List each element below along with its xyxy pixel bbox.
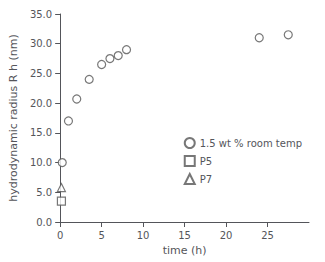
svg-text:hydrodynamic radius R h (nm): hydrodynamic radius R h (nm) [7, 34, 20, 201]
svg-text:15: 15 [178, 230, 191, 241]
svg-text:P5: P5 [200, 156, 212, 167]
svg-text:20: 20 [220, 230, 233, 241]
svg-text:0: 0 [57, 230, 63, 241]
svg-text:35.0: 35.0 [30, 9, 52, 20]
svg-text:15.0: 15.0 [30, 127, 52, 138]
svg-text:P7: P7 [200, 174, 212, 185]
svg-text:5: 5 [98, 230, 104, 241]
svg-text:20.0: 20.0 [30, 98, 52, 109]
svg-text:30.0: 30.0 [30, 38, 52, 49]
svg-text:25: 25 [261, 230, 274, 241]
svg-text:5.0: 5.0 [36, 187, 52, 198]
svg-text:10: 10 [137, 230, 150, 241]
svg-text:1.5 wt % room temp: 1.5 wt % room temp [200, 138, 302, 149]
svg-text:25.0: 25.0 [30, 68, 52, 79]
svg-text:time (h): time (h) [163, 244, 207, 257]
svg-text:0.0: 0.0 [36, 217, 52, 228]
svg-text:10.0: 10.0 [30, 157, 52, 168]
